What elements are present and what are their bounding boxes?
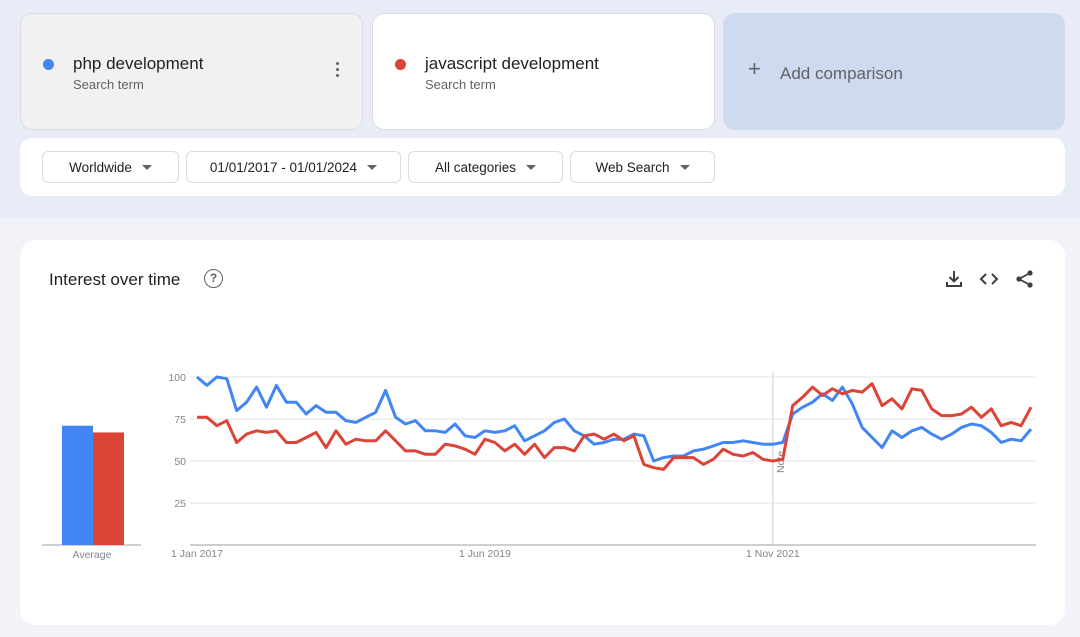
embed-icon[interactable] [978, 268, 1000, 290]
date-range-dropdown[interactable]: 01/01/2017 - 01/01/2024 [186, 151, 401, 183]
date-range-value: 01/01/2017 - 01/01/2024 [209, 159, 358, 175]
more-options-icon[interactable] [333, 62, 341, 82]
filter-bar: Worldwide 01/01/2017 - 01/01/2024 All ca… [20, 138, 1065, 196]
caret-down-icon [141, 164, 152, 170]
region-value: Worldwide [69, 159, 132, 175]
series-color-dot [43, 59, 54, 70]
share-icon[interactable] [1014, 268, 1036, 290]
average-bar-javascript [93, 432, 124, 545]
caret-down-icon [526, 164, 537, 170]
y-tick-label: 75 [174, 414, 186, 426]
add-comparison-button[interactable]: + Add comparison [723, 13, 1065, 130]
term-subtitle: Search term [73, 77, 144, 92]
average-bar-php [62, 425, 93, 545]
caret-down-icon [679, 164, 690, 170]
category-value: All categories [434, 159, 517, 175]
help-icon[interactable]: ? [204, 269, 223, 288]
y-tick-label: 50 [174, 456, 186, 468]
plus-icon: + [748, 56, 761, 81]
search-term-card-php[interactable]: php development Search term [20, 13, 363, 130]
add-comparison-label: Add comparison [780, 64, 903, 83]
y-tick-label: 25 [174, 498, 186, 510]
y-tick-label: 100 [168, 372, 186, 384]
region-dropdown[interactable]: Worldwide [42, 151, 179, 183]
series-color-dot [395, 59, 406, 70]
term-name: php development [73, 54, 204, 73]
term-name: javascript development [425, 54, 599, 73]
category-dropdown[interactable]: All categories [408, 151, 563, 183]
x-tick-label: 1 Nov 2021 [746, 548, 800, 560]
caret-down-icon [367, 164, 378, 170]
average-label: Average [73, 549, 112, 561]
search-type-dropdown[interactable]: Web Search [570, 151, 715, 183]
search-type-value: Web Search [595, 159, 670, 175]
download-icon[interactable] [943, 268, 965, 290]
series-line-javascript [197, 382, 1033, 471]
card-title: Interest over time [49, 270, 181, 289]
x-tick-label: 1 Jun 2019 [459, 548, 511, 560]
search-term-card-javascript[interactable]: javascript development Search term [372, 13, 715, 130]
x-tick-label: 1 Jan 2017 [171, 548, 223, 560]
term-subtitle: Search term [425, 77, 496, 92]
